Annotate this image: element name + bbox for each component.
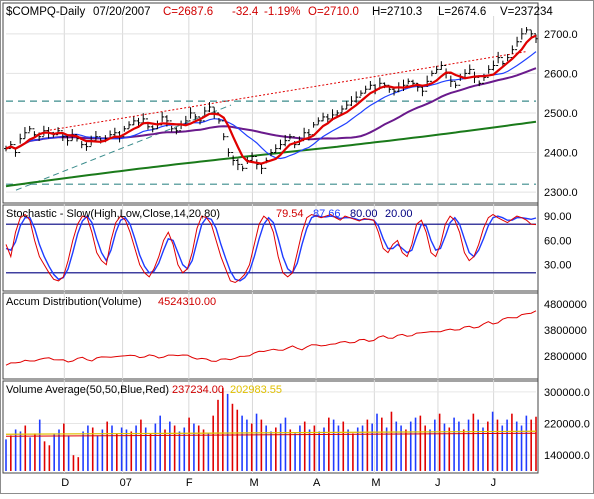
price-tick-label: 2500.0 (544, 108, 578, 120)
price-tick-label: 2600.0 (544, 68, 578, 80)
x-tick-label: F (186, 477, 193, 489)
price-tick-label: 2400.0 (544, 148, 578, 160)
x-tick-label: A (313, 477, 321, 489)
accum-title: Accum Distribution(Volume) (6, 296, 142, 308)
header-low: L=2674.6 (438, 6, 486, 18)
accum-tick-label: 2800000 (544, 351, 587, 363)
ma-fast-line (5, 34, 537, 165)
x-tick-label: M (371, 477, 380, 489)
volume-average-red (5, 432, 537, 437)
stoch-tick-label: 90.00 (544, 211, 572, 223)
x-tick-label: J (435, 477, 441, 489)
stoch-d-value: 87.66 (313, 208, 341, 220)
header-close: C=2687.6 (163, 6, 213, 18)
volume-tick-label: 220000.0 (544, 419, 590, 431)
stoch-k-line (5, 213, 537, 284)
stoch-tick-label: 60.00 (544, 235, 572, 247)
header-high: H=2710.3 (372, 6, 422, 18)
accum-layer (5, 310, 537, 366)
accum-line (5, 310, 537, 366)
header-symbol: $COMPQ-Daily (6, 6, 85, 18)
stoch-title: Stochastic - Slow(High,Low,Close,14,20,8… (6, 208, 220, 220)
header-volume: V=237234 (500, 6, 553, 18)
x-tick-label: M (249, 477, 258, 489)
stoch-d-line (5, 214, 537, 282)
x-tick-label: D (61, 477, 69, 489)
ma-slow-line (5, 67, 537, 150)
resistance-trendline (45, 51, 527, 132)
accum-tick-label: 4800000 (544, 299, 587, 311)
volume-title: Volume Average(50,50,Blue,Red) (6, 384, 169, 396)
header-open: O=2710.0 (308, 6, 359, 18)
stoch-lower-value: 20.00 (385, 208, 413, 220)
stoch-k-value: 79.54 (276, 208, 304, 220)
stoch-tick-label: 30.00 (544, 260, 572, 272)
price-tick-label: 2300.0 (544, 187, 578, 199)
volume-avg-value: 202983.55 (230, 384, 282, 396)
price-layer (4, 27, 538, 191)
volume-value: 237234.00 (172, 384, 224, 396)
header-date: 07/20/2007 (93, 6, 151, 18)
volume-tick-label: 300000.0 (544, 387, 590, 399)
price-tick-label: 2700.0 (544, 29, 578, 41)
volume-layer (5, 387, 537, 471)
stochastic-layer (5, 213, 537, 284)
accum-tick-label: 3800000 (544, 325, 587, 337)
header-change-pct: -1.19% (264, 6, 300, 18)
volume-average-yellow (5, 430, 537, 435)
header-change: -32.4 (232, 6, 259, 18)
x-tick-label: J (491, 477, 497, 489)
accum-value: 4524310.00 (158, 296, 216, 308)
volume-tick-label: 140000.0 (544, 450, 590, 462)
stoch-upper-value: 80.00 (350, 208, 378, 220)
axis-layer: D 07 F M A M J J 2300.0 2400.0 2500.0 2600.0 2700.0 3… (61, 4, 590, 489)
x-tick-label: 07 (120, 477, 132, 489)
